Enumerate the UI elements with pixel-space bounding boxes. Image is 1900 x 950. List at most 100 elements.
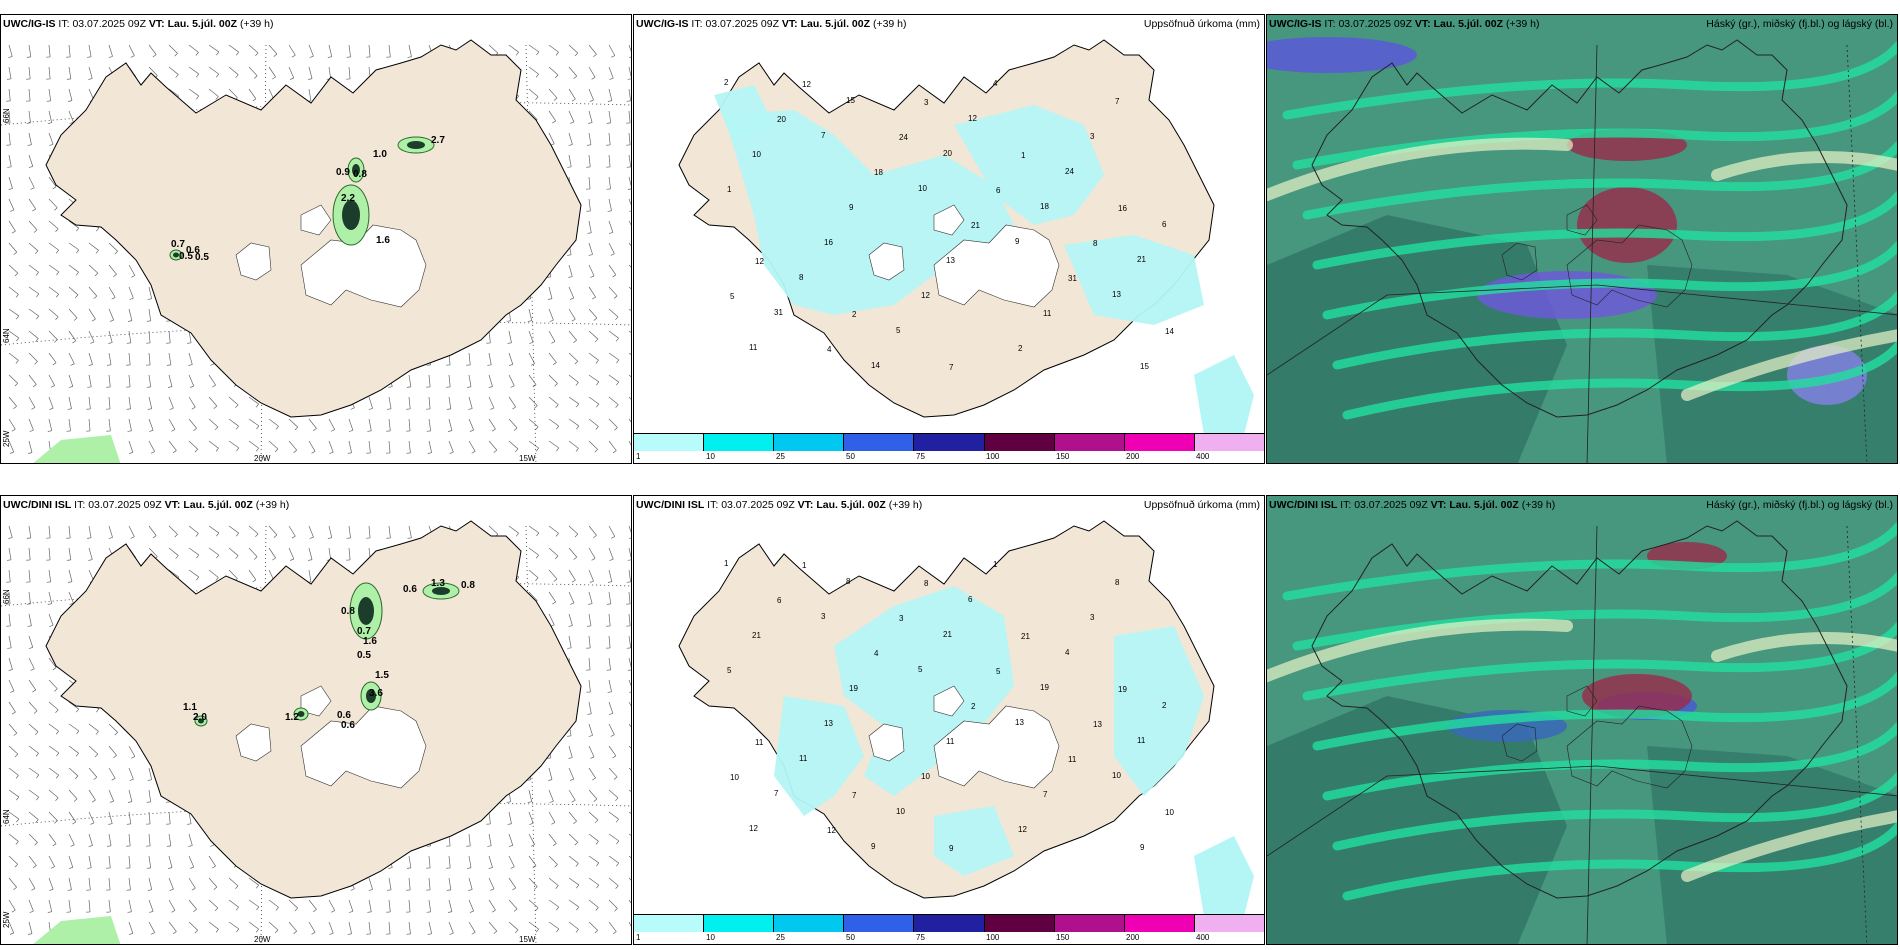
precip-amount-label: 11: [749, 343, 758, 352]
precip-value-label: 0.9: [336, 167, 350, 178]
colorbar-tick-label: 200: [1126, 933, 1140, 942]
precip-amount-label: 8: [1093, 239, 1098, 248]
precip-amount-label: 24: [1065, 167, 1074, 176]
precip-amount-label: 3: [924, 98, 929, 107]
lat-label: 66N: [2, 589, 11, 604]
colorbar-tick-label: 75: [916, 933, 925, 942]
colorbar-tick-label: 75: [916, 452, 925, 461]
precip-map: 2710913111520182131141224685431161227109…: [678, 39, 1254, 435]
precip-amount-label: 10: [1165, 808, 1174, 817]
precip-value-label: 1.3: [431, 578, 445, 589]
precip-amount-label: 8: [924, 579, 929, 588]
precip-amount-label: 15: [1140, 362, 1149, 371]
colorbar-tick-label: 25: [776, 933, 785, 942]
precip-amount-label: 7: [852, 791, 857, 800]
precip-amount-label: 7: [774, 789, 779, 798]
panel-subtitle: Háský (gr.), miðský (fj.bl.) og lágský (…: [1706, 18, 1893, 30]
precip-amount-label: 8: [1115, 578, 1120, 587]
precip-amount-label: 1: [802, 561, 807, 570]
precip-amount-label: 4: [1065, 648, 1070, 657]
panel-title: UWC/DINI ISL IT: 03.07.2025 09Z VT: Lau.…: [636, 499, 923, 511]
precip-amount-label: 21: [971, 221, 980, 230]
precip-amount-label: 20: [777, 115, 786, 124]
colorbar-segment: [984, 434, 1055, 451]
precip-value-label: 2.2: [341, 193, 355, 204]
lon-label: 25W: [2, 911, 11, 928]
precip-amount-label: 3: [1090, 132, 1095, 141]
precip-amount-label: 11: [1043, 309, 1052, 318]
precip-value-label: 3.6: [369, 688, 383, 699]
precip-amount-label: 5: [730, 292, 735, 301]
map-panel-bottom-left: UWC/DINI ISL IT: 03.07.2025 09Z VT: Lau.…: [0, 495, 632, 945]
precip-amount-label: 6: [996, 186, 1001, 195]
precip-amount-label: 6: [1162, 220, 1167, 229]
colorbar-segment: [704, 915, 775, 932]
panel-title: UWC/IG-IS IT: 03.07.2025 09Z VT: Lau. 5.…: [636, 18, 907, 30]
colorbar-segment: [844, 915, 915, 932]
precip-amount-label: 31: [1068, 274, 1077, 283]
precip-amount-label: 7: [1115, 97, 1120, 106]
colorbar-segment: [914, 434, 985, 451]
precip-value-label: 0.8: [341, 606, 355, 617]
colorbar-tick-label: 25: [776, 452, 785, 461]
precip-amount-label: 16: [1118, 204, 1127, 213]
precip-amount-label: 11: [755, 738, 764, 747]
precip-amount-label: 13: [946, 256, 955, 265]
precip-value-label: 1.5: [375, 670, 389, 681]
panel-subtitle: Uppsöfnuð úrkoma (mm): [1143, 499, 1260, 511]
precip-value-label: 1.1: [183, 702, 197, 713]
precip-amount-label: 5: [996, 667, 1001, 676]
precip-value-label: 1.2: [285, 712, 299, 723]
precip-value-label: 0.7: [357, 626, 371, 637]
precip-amount-label: 3: [899, 614, 904, 623]
map-panel-bottom-middle: UWC/DINI ISL IT: 03.07.2025 09Z VT: Lau.…: [633, 495, 1265, 945]
precip-amount-label: 9: [1140, 843, 1145, 852]
precip-value-label: 2.7: [431, 135, 445, 146]
map-panel-bottom-right: UWC/DINI ISL IT: 03.07.2025 09Z VT: Lau.…: [1266, 495, 1898, 945]
precip-amount-label: 11: [946, 737, 955, 746]
precip-amount-label: 2: [1162, 701, 1167, 710]
precip-amount-label: 9: [849, 203, 854, 212]
colorbar-tick-label: 150: [1056, 933, 1070, 942]
colorbar-segment: [984, 915, 1055, 932]
precip-amount-label: 9: [1015, 237, 1020, 246]
precip-value-label: 0.5: [195, 252, 209, 263]
precip-amount-label: 5: [727, 666, 732, 675]
precip-amount-label: 1: [724, 559, 729, 568]
precip-amount-label: 10: [896, 807, 905, 816]
precip-amount-label: 31: [774, 308, 783, 317]
precip-amount-label: 1: [993, 560, 998, 569]
colorbar-segment: [774, 915, 845, 932]
precip-amount-label: 7: [821, 131, 826, 140]
colorbar-tick-label: 100: [986, 933, 1000, 942]
colorbar-ticks: 1 10 25 50 75 100 150 200 400: [634, 933, 1264, 944]
precip-amount-label: 2: [1018, 344, 1023, 353]
precip-value-label: 0.5: [357, 650, 371, 661]
precip-amount-label: 10: [752, 150, 761, 159]
precip-amount-label: 10: [921, 772, 930, 781]
colorbar-segment: [1054, 434, 1125, 451]
precip-amount-label: 12: [968, 114, 977, 123]
precip-value-label: 0.6: [186, 245, 200, 256]
precip-amount-label: 12: [1018, 825, 1027, 834]
cloud-map: [1267, 496, 1897, 944]
precip-amount-label: 9: [949, 844, 954, 853]
precip-amount-label: 13: [1015, 718, 1024, 727]
colorbar-segment: [1124, 915, 1195, 932]
precip-amount-label: 7: [1043, 790, 1048, 799]
colorbar-ticks: 1 10 25 50 75 100 150 200 400: [634, 452, 1264, 463]
precip-amount-label: 12: [802, 80, 811, 89]
colorbar-tick-label: 200: [1126, 452, 1140, 461]
precip-amount-label: 13: [1112, 290, 1121, 299]
precip-amount-label: 5: [918, 665, 923, 674]
precip-amount-label: 15: [846, 96, 855, 105]
panel-title: UWC/IG-IS IT: 03.07.2025 09Z VT: Lau. 5.…: [3, 18, 274, 30]
wind-map: 0.70.50.60.50.9 0.81.02.21.62.766N64N25W2…: [1, 39, 631, 463]
precip-amount-label: 6: [777, 596, 782, 605]
colorbar-tick-label: 10: [706, 452, 715, 461]
lon-label: 15W: [519, 454, 536, 463]
map-panel-top-left: UWC/IG-IS IT: 03.07.2025 09Z VT: Lau. 5.…: [0, 14, 632, 464]
precip-amount-label: 1: [727, 185, 732, 194]
cloud-map: [1267, 15, 1897, 463]
colorbar-tick-label: 50: [846, 452, 855, 461]
